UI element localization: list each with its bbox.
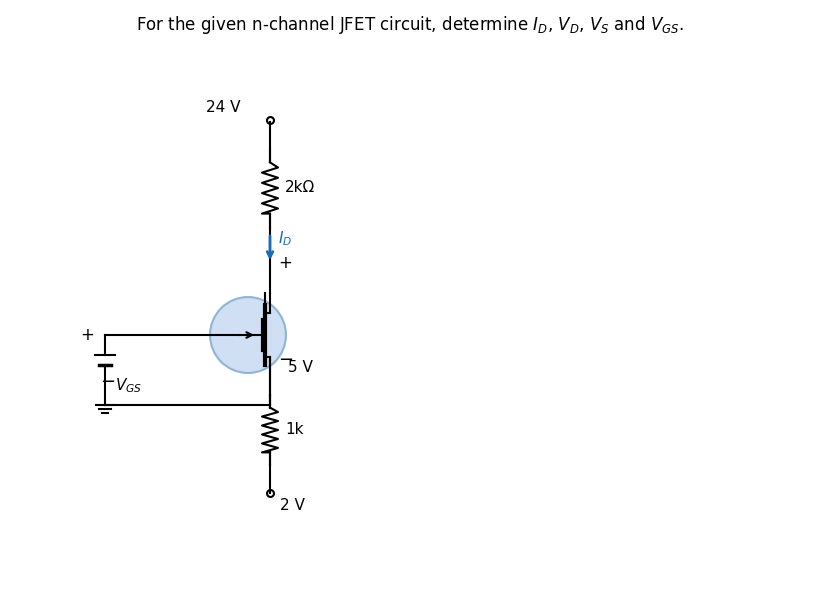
Text: 2kΩ: 2kΩ — [285, 180, 315, 195]
Text: $V_{GS}$: $V_{GS}$ — [115, 376, 143, 395]
Text: $I_D$: $I_D$ — [278, 229, 292, 248]
Circle shape — [210, 297, 286, 373]
Text: 1k: 1k — [285, 423, 304, 438]
Text: +: + — [278, 254, 292, 272]
Text: −: − — [278, 351, 293, 369]
Text: −: − — [100, 373, 115, 391]
Text: For the given n-channel JFET circuit, determine $I_D$, $V_D$, $V_S$ and $V_{GS}$: For the given n-channel JFET circuit, de… — [136, 14, 684, 36]
Text: 2 V: 2 V — [280, 498, 305, 513]
Text: 5 V: 5 V — [288, 359, 313, 374]
Text: +: + — [80, 326, 94, 344]
Text: 24 V: 24 V — [206, 100, 240, 115]
